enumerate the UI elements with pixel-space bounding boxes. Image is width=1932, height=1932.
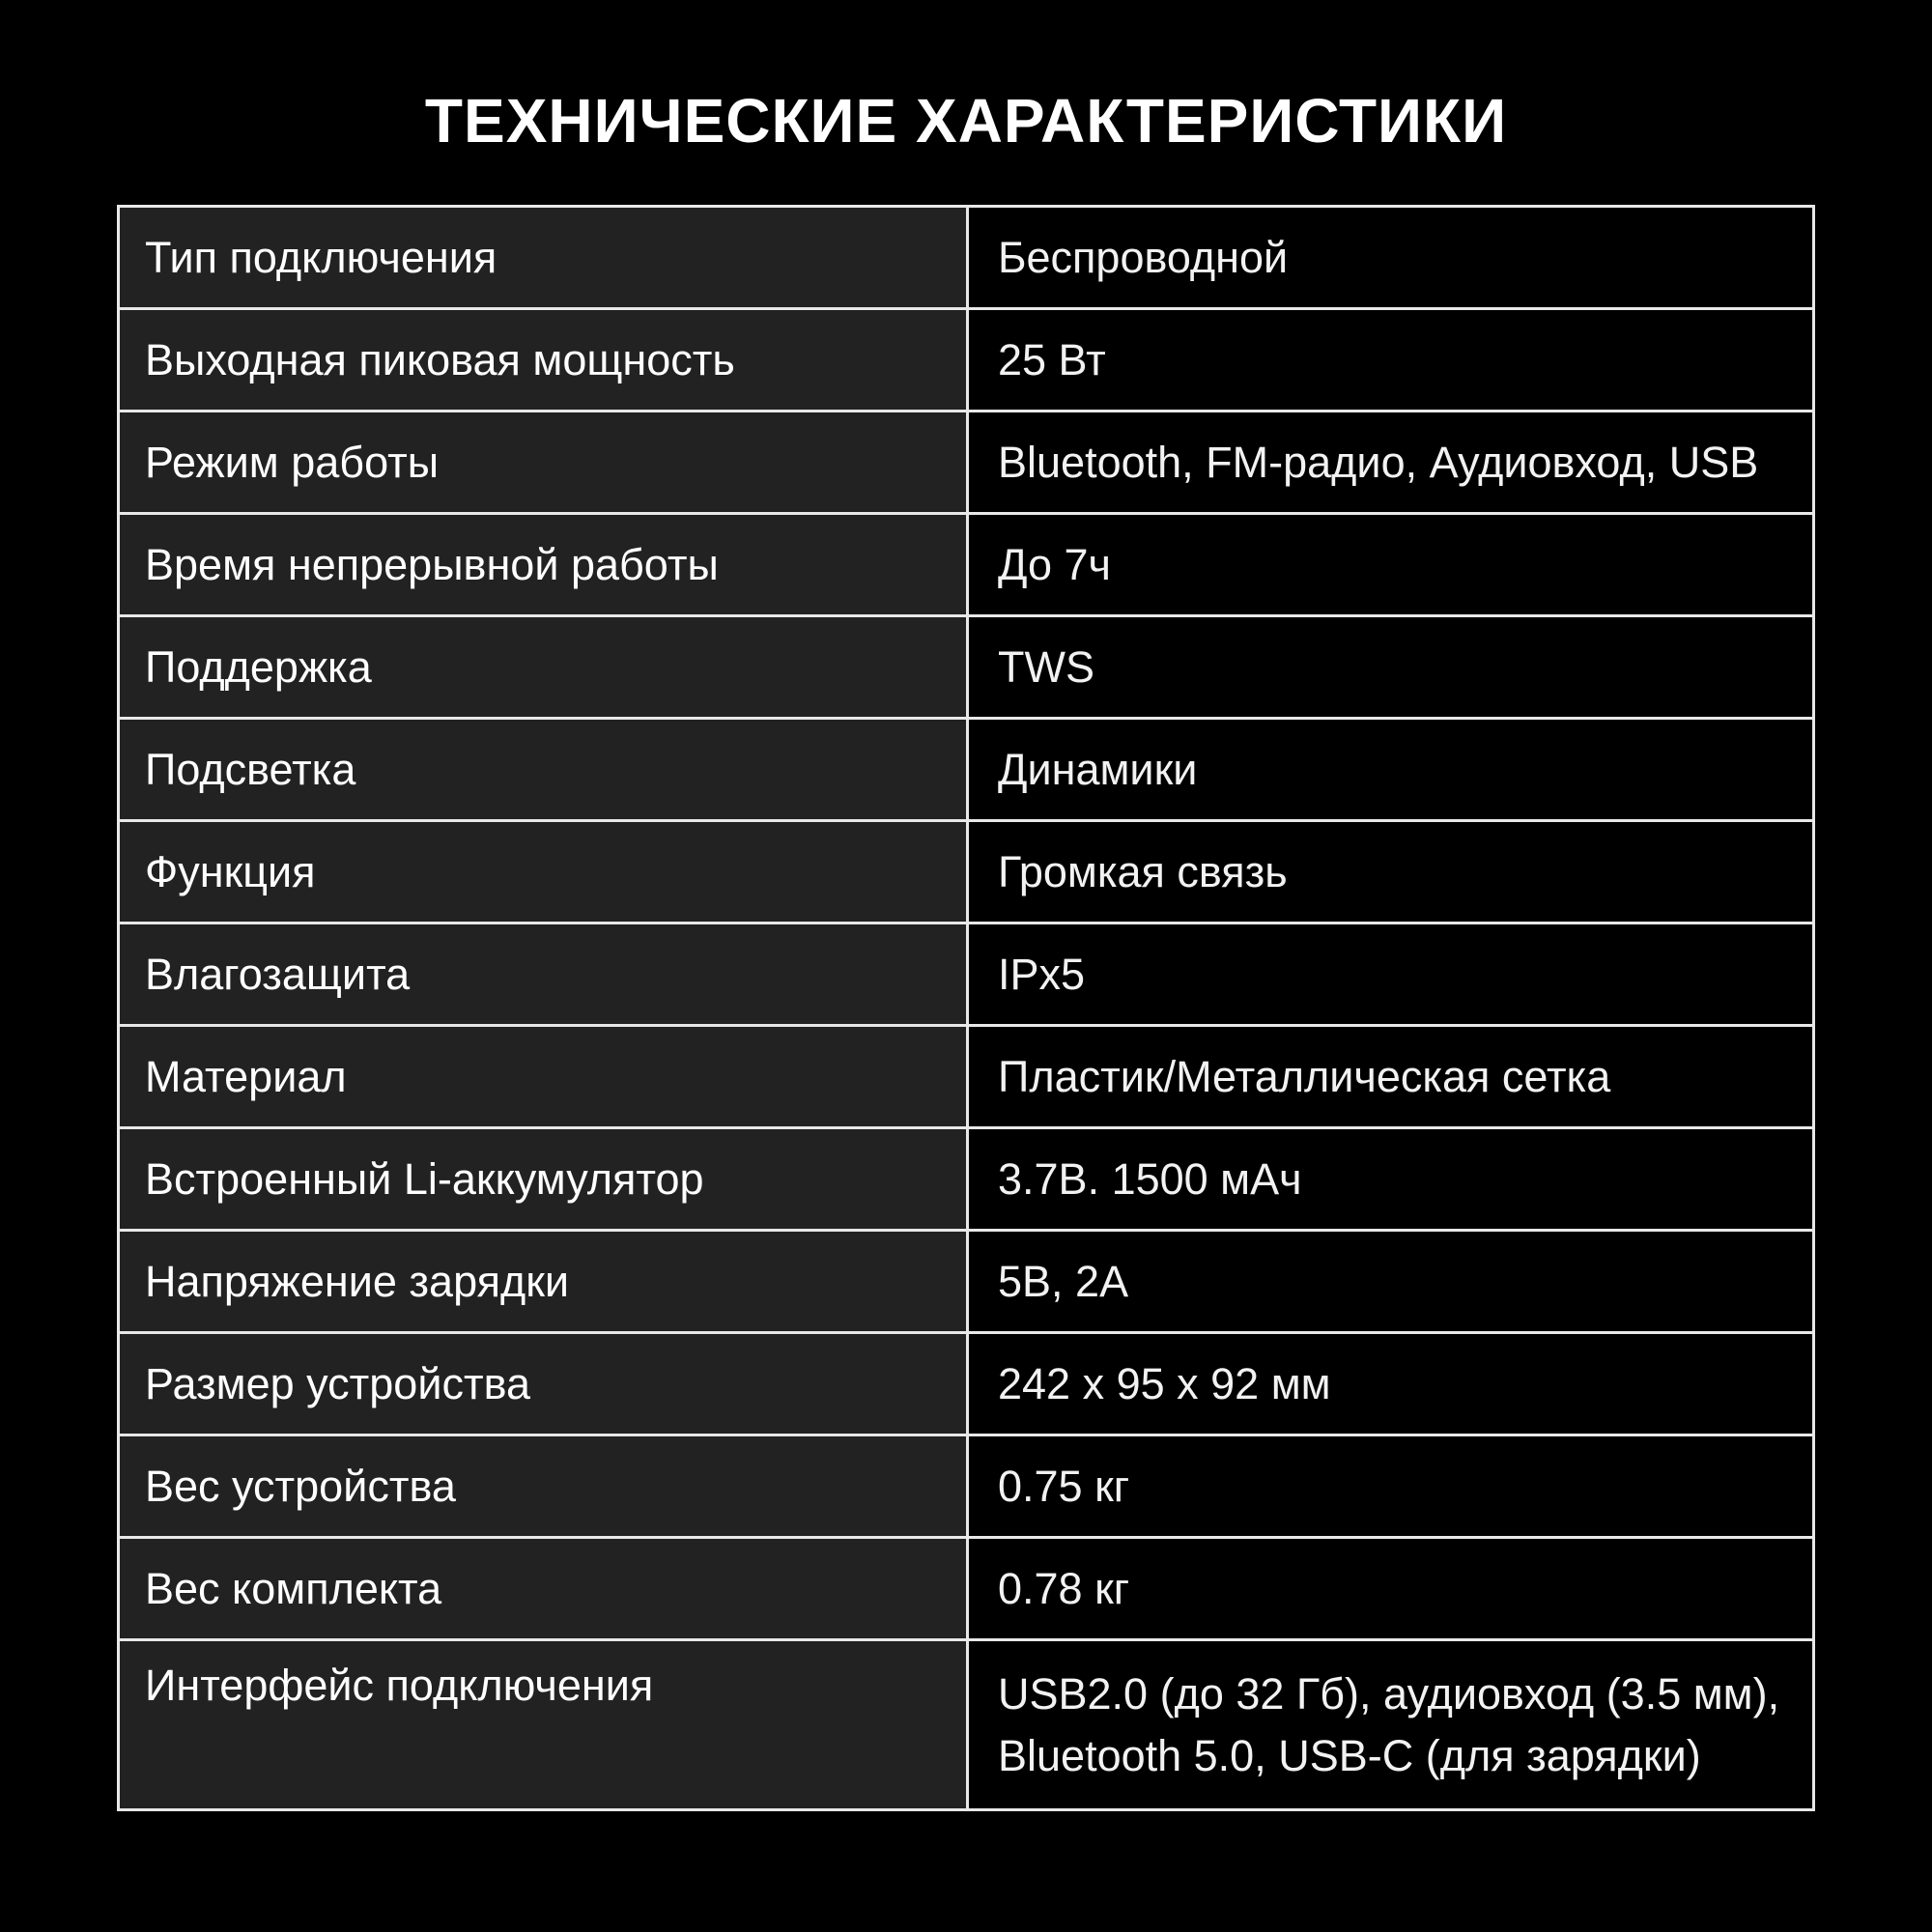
table-row: Выходная пиковая мощность 25 Вт: [117, 307, 1815, 412]
spec-value: 242 x 95 x 92 мм: [966, 1331, 1815, 1436]
spec-label: Время непрерывной работы: [117, 512, 969, 617]
spec-label: Интерфейс подключения: [117, 1638, 969, 1811]
table-row: Вес устройства 0.75 кг: [117, 1434, 1815, 1539]
spec-label: Выходная пиковая мощность: [117, 307, 969, 412]
spec-value: USB2.0 (до 32 Гб), аудиовход (3.5 мм), Bl…: [966, 1638, 1815, 1811]
spec-label: Встроенный Li-аккумулятор: [117, 1126, 969, 1232]
spec-value: 3.7В. 1500 мАч: [966, 1126, 1815, 1232]
table-row: Встроенный Li-аккумулятор 3.7В. 1500 мАч: [117, 1126, 1815, 1232]
specs-table: Тип подключения Беспроводной Выходная пико…: [117, 205, 1815, 1811]
table-row: Материал Пластик/Металлическая сетка: [117, 1024, 1815, 1129]
table-row: Вес комплекта 0.78 кг: [117, 1536, 1815, 1641]
spec-label: Размер устройства: [117, 1331, 969, 1436]
spec-value: IPx5: [966, 922, 1815, 1027]
spec-label: Поддержка: [117, 614, 969, 720]
spec-value: 5В, 2А: [966, 1229, 1815, 1334]
spec-value: Беспроводной: [966, 205, 1815, 310]
table-row: Интерфейс подключения USB2.0 (до 32 Гб), …: [117, 1638, 1815, 1811]
spec-value: 25 Вт: [966, 307, 1815, 412]
table-row: Подсветка Динамики: [117, 717, 1815, 822]
spec-value: До 7ч: [966, 512, 1815, 617]
table-row: Размер устройства 242 x 95 x 92 мм: [117, 1331, 1815, 1436]
table-row: Режим работы Bluetooth, FM-радио, Аудиовх…: [117, 410, 1815, 515]
table-row: Время непрерывной работы До 7ч: [117, 512, 1815, 617]
spec-label: Режим работы: [117, 410, 969, 515]
spec-label: Подсветка: [117, 717, 969, 822]
spec-label: Вес устройства: [117, 1434, 969, 1539]
spec-value-line: Bluetooth 5.0, USB-C (для зарядки): [998, 1730, 1701, 1780]
table-row: Функция Громкая связь: [117, 819, 1815, 924]
table-row: Поддержка TWS: [117, 614, 1815, 720]
spec-label: Напряжение зарядки: [117, 1229, 969, 1334]
page-title: ТЕХНИЧЕСКИЕ ХАРАКТЕРИСТИКИ: [424, 86, 1508, 156]
spec-value: Пластик/Металлическая сетка: [966, 1024, 1815, 1129]
spec-label: Вес комплекта: [117, 1536, 969, 1641]
spec-label: Материал: [117, 1024, 969, 1129]
spec-value-line: USB2.0 (до 32 Гб), аудиовход (3.5 мм),: [998, 1668, 1780, 1719]
spec-value: 0.78 кг: [966, 1536, 1815, 1641]
spec-label: Тип подключения: [117, 205, 969, 310]
table-row: Влагозащита IPx5: [117, 922, 1815, 1027]
table-row: Тип подключения Беспроводной: [117, 205, 1815, 310]
spec-label: Функция: [117, 819, 969, 924]
table-row: Напряжение зарядки 5В, 2А: [117, 1229, 1815, 1334]
spec-label: Влагозащита: [117, 922, 969, 1027]
spec-value: 0.75 кг: [966, 1434, 1815, 1539]
spec-value: Bluetooth, FM-радио, Аудиовход, USB: [966, 410, 1815, 515]
spec-value: TWS: [966, 614, 1815, 720]
spec-value: Громкая связь: [966, 819, 1815, 924]
spec-value: Динамики: [966, 717, 1815, 822]
